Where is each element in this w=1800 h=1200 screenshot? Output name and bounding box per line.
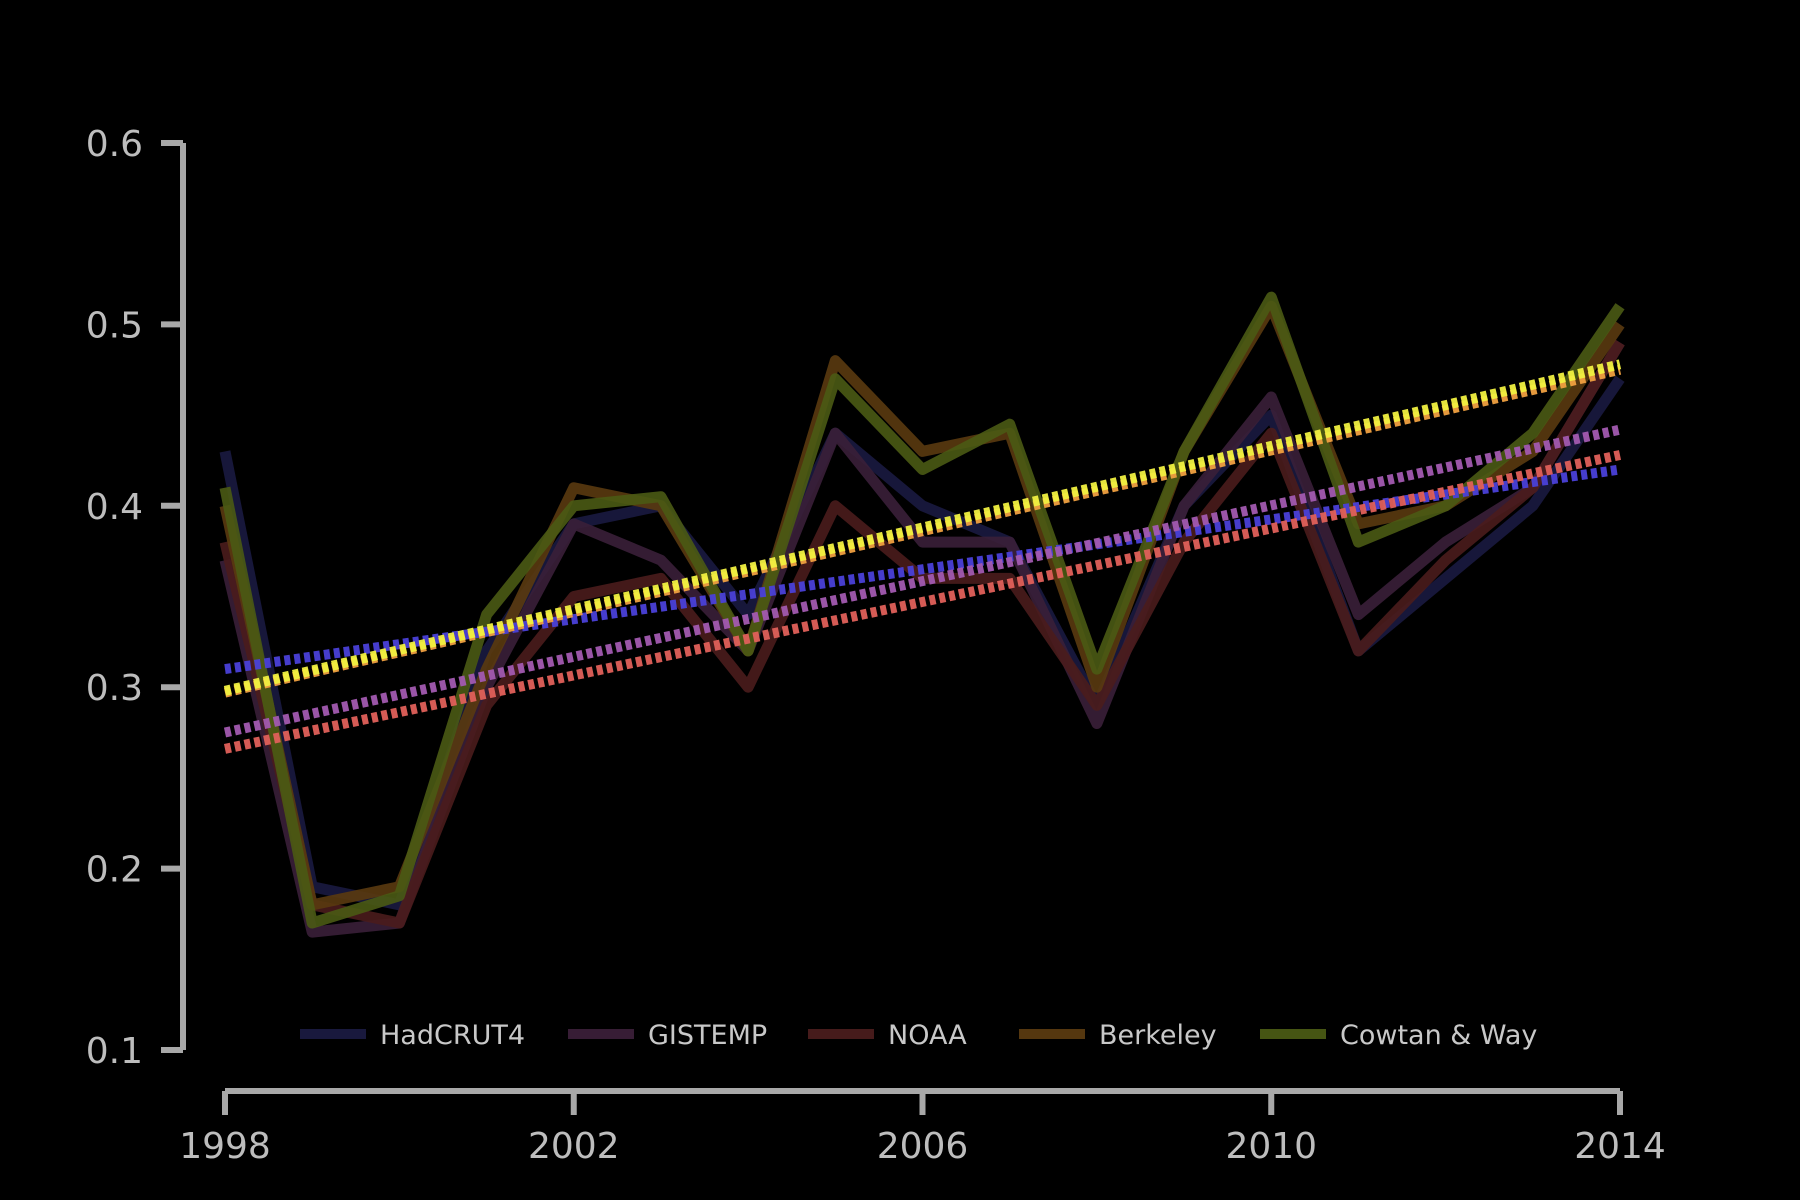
trend-lines xyxy=(223,359,1622,754)
y-tick-label-1: 0.2 xyxy=(86,850,143,891)
legend-label-4: Cowtan & Way xyxy=(1340,1020,1537,1051)
y-tick-label-4: 0.5 xyxy=(86,305,143,346)
series-line-3 xyxy=(219,300,1625,911)
x-tick-label-1: 2002 xyxy=(528,1126,620,1167)
trend-line-4 xyxy=(223,359,1622,696)
axes: 0.1 0.2 0.3 0.4 0.5 0.6 1998 2002 2006 2010 2014 xyxy=(86,124,1666,1167)
trend-line-0 xyxy=(224,464,1621,675)
legend-label-0: HadCRUT4 xyxy=(380,1020,525,1051)
legend-label-3: Berkeley xyxy=(1099,1020,1217,1051)
legend: HadCRUT4 GISTEMP NOAA Berkeley Cowtan & Way xyxy=(300,1020,1537,1051)
x-tick-label-0: 1998 xyxy=(179,1126,271,1167)
trend-line-2 xyxy=(223,450,1622,754)
x-tick-label-3: 2010 xyxy=(1225,1126,1317,1167)
x-tick-label-4: 2014 xyxy=(1574,1126,1666,1167)
x-tick-label-2: 2006 xyxy=(877,1126,969,1167)
legend-label-2: NOAA xyxy=(888,1020,967,1051)
y-tick-label-2: 0.3 xyxy=(86,668,143,709)
trend-line-1 xyxy=(223,424,1622,738)
y-tick-label-0: 0.1 xyxy=(86,1031,143,1072)
series-line-4 xyxy=(219,291,1625,929)
y-tick-label-5: 0.6 xyxy=(86,124,143,165)
legend-label-1: GISTEMP xyxy=(648,1020,767,1051)
y-tick-label-3: 0.4 xyxy=(86,487,143,528)
